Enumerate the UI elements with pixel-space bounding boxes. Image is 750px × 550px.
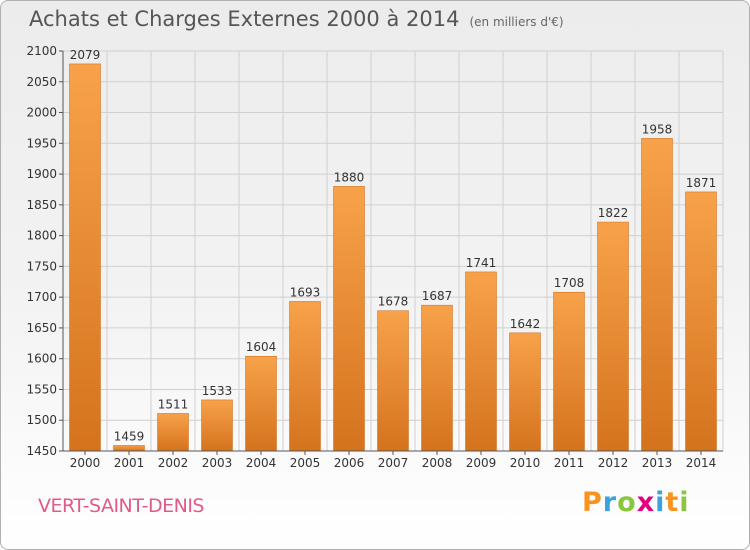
bar-value-label: 1880	[334, 170, 365, 184]
bar-value-label: 1604	[246, 340, 277, 354]
bar	[377, 310, 409, 452]
bars: 2079 1459 1511 1533 1604 1693 1880 1678 1687 1741…	[69, 48, 717, 452]
x-tick-label: 2008	[422, 456, 453, 470]
bar-value-label: 1459	[114, 429, 145, 443]
bar-value-label: 1693	[290, 285, 321, 299]
x-tick-label: 2005	[290, 456, 321, 470]
x-tick-label: 2001	[114, 456, 145, 470]
chart-title: Achats et Charges Externes 2000 à 2014 (e…	[29, 7, 564, 31]
y-tick-label: 1950	[26, 136, 57, 150]
chart-title-text: Achats et Charges Externes 2000 à 2014	[29, 7, 460, 31]
x-tick-label: 2007	[378, 456, 409, 470]
bar	[509, 332, 541, 452]
y-tick-label: 1600	[26, 352, 57, 366]
proxiti-logo: Proxiti	[582, 487, 690, 518]
bar-value-label: 2079	[70, 48, 101, 62]
bar-value-label: 1822	[598, 206, 629, 220]
x-tick-label: 2004	[246, 456, 277, 470]
y-tick-label: 1900	[26, 167, 57, 181]
x-tick-label: 2011	[554, 456, 585, 470]
commune-name: VERT-SAINT-DENIS	[38, 495, 205, 517]
bar	[289, 301, 321, 452]
bar-value-label: 1708	[554, 276, 585, 290]
bar-value-label: 1642	[510, 317, 541, 331]
bar	[113, 445, 145, 452]
x-tick-label: 2013	[642, 456, 673, 470]
bar	[333, 186, 365, 452]
bar	[69, 63, 101, 452]
bar	[201, 399, 233, 452]
bar-value-label: 1678	[378, 295, 409, 309]
y-tick-label: 1550	[26, 382, 57, 396]
y-tick-label: 2000	[26, 106, 57, 120]
bar	[641, 138, 673, 452]
bar-value-label: 1533	[202, 384, 233, 398]
x-tick-label: 2006	[334, 456, 365, 470]
bar	[157, 413, 189, 452]
y-tick-label: 1500	[26, 413, 57, 427]
bar-value-label: 1687	[422, 289, 453, 303]
bar-value-label: 1958	[642, 122, 673, 136]
chart-subtitle: (en milliers d'€)	[469, 15, 564, 29]
y-tick-label: 2100	[26, 44, 57, 58]
y-tick-label: 1450	[26, 444, 57, 458]
bar	[245, 355, 277, 452]
x-tick-label: 2003	[202, 456, 233, 470]
x-tick-label: 2012	[598, 456, 629, 470]
y-tick-label: 1750	[26, 259, 57, 273]
x-tick-label: 2010	[510, 456, 541, 470]
x-tick-label: 2009	[466, 456, 497, 470]
bar	[597, 221, 629, 452]
x-tick-label: 2014	[686, 456, 717, 470]
bar	[465, 271, 497, 452]
bar-value-label: 1511	[158, 397, 189, 411]
y-tick-label: 2050	[26, 75, 57, 89]
y-tick-label: 1850	[26, 198, 57, 212]
y-tick-label: 1700	[26, 290, 57, 304]
x-tick-label: 2000	[70, 456, 101, 470]
y-tick-label: 1800	[26, 229, 57, 243]
axes: 1450 1500 1550 1600 1650 1700 1750 1800 1850 1900…	[26, 44, 723, 470]
bar	[553, 291, 585, 452]
x-tick-label: 2002	[158, 456, 189, 470]
bar-chart: 2079 1459 1511 1533 1604 1693 1880 1678 1687 1741…	[26, 44, 724, 470]
y-tick-label: 1650	[26, 321, 57, 335]
bar-value-label: 1741	[466, 256, 497, 270]
bar-value-label: 1871	[686, 176, 717, 190]
bar	[421, 304, 453, 452]
bar	[685, 191, 717, 452]
